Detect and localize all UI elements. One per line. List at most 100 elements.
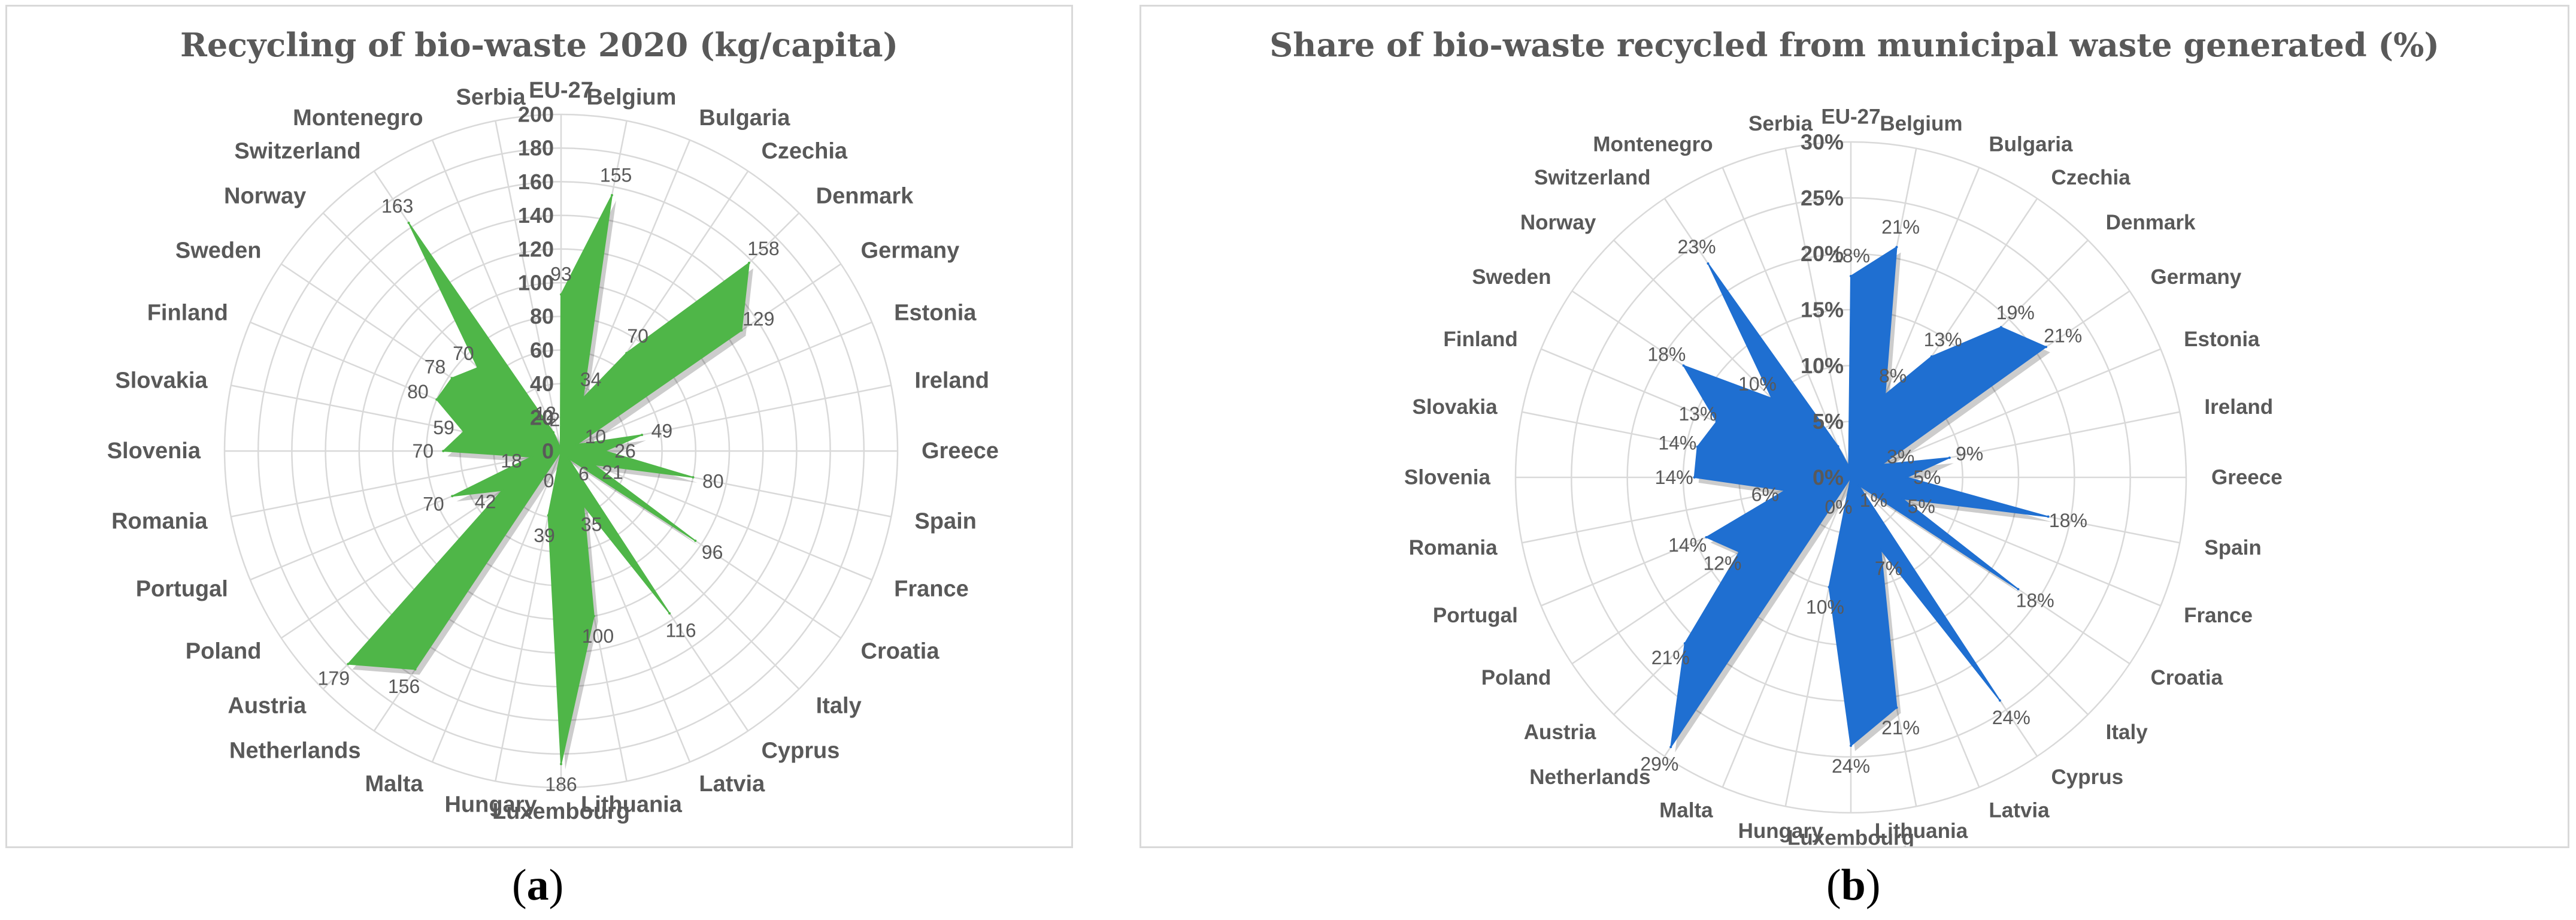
category-label: Germany	[2151, 265, 2242, 289]
radar-chart-a: 93 155 34 70 158 129 10 49 26 80 21 96 6 116 35 100 186 3…	[107, 78, 999, 824]
axis-tick-label: 25%	[1801, 186, 1844, 210]
data-label: 14%	[1658, 432, 1696, 453]
data-point	[1784, 489, 1787, 492]
data-point	[1895, 246, 1898, 249]
category-label: Finland	[147, 301, 228, 326]
category-label: Croatia	[861, 638, 940, 664]
axis-tick-label: 20%	[1801, 241, 1844, 266]
data-point	[1884, 394, 1887, 397]
data-point	[547, 514, 550, 517]
data-label: 21%	[1651, 647, 1690, 668]
data-point	[1705, 536, 1708, 539]
category-label: Denmark	[816, 183, 914, 208]
data-label: 80	[407, 381, 429, 402]
category-label: Austria	[1524, 721, 1596, 744]
data-point	[2017, 588, 2020, 591]
data-label: 3%	[1887, 446, 1914, 468]
data-label: 18%	[1647, 343, 1686, 365]
data-label: 42	[475, 491, 496, 512]
data-point	[641, 434, 644, 437]
data-label: 23%	[1678, 236, 1716, 258]
data-label: 49	[651, 420, 673, 442]
data-point	[450, 377, 453, 380]
data-label: 9%	[1956, 443, 1983, 465]
data-label: 8%	[1879, 365, 1907, 387]
data-point	[1715, 420, 1718, 423]
axis-tick-label: 60	[530, 338, 554, 362]
caption-a: (a)	[512, 861, 564, 910]
category-label: Lithuania	[1875, 819, 1968, 843]
category-label: Czechia	[761, 138, 847, 164]
data-point	[1880, 463, 1883, 466]
category-label: Serbia	[1748, 112, 1813, 135]
category-label: Portugal	[136, 576, 228, 601]
data-label: 163	[381, 195, 413, 217]
data-label: 24%	[1992, 707, 2031, 728]
grid-spoke	[560, 321, 872, 452]
data-label: 70	[453, 343, 474, 364]
data-label: 156	[388, 676, 420, 697]
data-label: 80	[702, 470, 724, 492]
data-point	[407, 222, 410, 225]
data-point	[560, 450, 562, 452]
category-label: Malta	[1659, 799, 1713, 822]
grid-spoke	[431, 450, 562, 762]
data-point	[442, 450, 445, 452]
category-label: Poland	[186, 638, 262, 664]
chart-title-a: Recycling of bio-waste 2020 (kg/capita)	[180, 26, 899, 64]
data-point	[575, 443, 578, 446]
category-label: Denmark	[2106, 211, 2196, 234]
data-label: 10%	[1738, 373, 1777, 395]
axis-tick-label: 30%	[1801, 130, 1844, 155]
axis-tick-label: 180	[518, 136, 554, 161]
category-label: Cyprus	[761, 739, 840, 764]
data-point	[414, 668, 417, 671]
category-label: Greece	[922, 438, 999, 464]
data-point	[1948, 456, 1951, 459]
data-point	[1682, 364, 1685, 367]
category-label: Sweden	[175, 238, 262, 264]
data-point	[692, 476, 695, 479]
grid-spoke	[1784, 148, 1852, 478]
data-point	[1880, 548, 1883, 551]
data-label: 26	[614, 440, 636, 462]
axis-tick-label: 40	[530, 371, 554, 396]
data-label: 12	[535, 402, 556, 424]
data-point	[1905, 476, 1908, 479]
category-label: Cyprus	[2051, 765, 2123, 789]
axis-tick-label: 140	[518, 203, 554, 228]
data-label: 59	[433, 417, 454, 438]
axis-tick-label: 160	[518, 170, 554, 194]
data-point	[1901, 497, 1904, 500]
axis-tick-label: 100	[518, 271, 554, 295]
grid-spoke	[560, 450, 800, 690]
category-label: Serbia	[456, 85, 526, 110]
category-label: Hungary	[1738, 819, 1824, 843]
data-label: 21%	[1881, 216, 1920, 238]
category-label: Estonia	[2184, 328, 2260, 351]
data-label: 155	[600, 164, 632, 186]
category-label: France	[2184, 604, 2253, 627]
data-label: 70	[413, 440, 434, 462]
data-label: 34	[580, 368, 602, 390]
category-label: EU-27	[529, 78, 593, 103]
category-label: Austria	[228, 694, 307, 719]
data-label: 19%	[1996, 302, 2035, 323]
data-point	[1930, 355, 1933, 358]
data-point	[1828, 586, 1831, 589]
data-label: 18%	[2049, 510, 2087, 531]
data-point	[501, 489, 504, 492]
data-point	[582, 504, 585, 507]
axis-tick-label: 20	[530, 405, 554, 429]
data-label: 14%	[1668, 534, 1707, 556]
category-label: Poland	[1481, 666, 1551, 689]
grid-spoke	[1722, 167, 1852, 478]
data-point	[668, 612, 671, 615]
data-label: 39	[534, 525, 555, 546]
category-label: Slovakia	[115, 368, 208, 394]
axis-tick-label: 200	[518, 102, 554, 127]
caption-b: (b)	[1826, 861, 1881, 910]
chart-title-b: Share of bio-waste recycled from municip…	[1269, 26, 2439, 64]
data-point	[552, 431, 555, 434]
category-label: Norway	[224, 183, 306, 208]
